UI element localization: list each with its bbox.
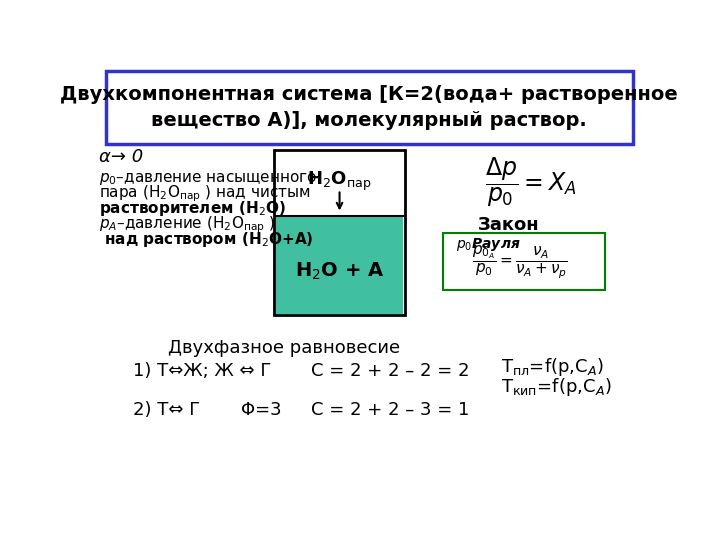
Text: Т$_{\rm кип}$=f(p,C$_A$): Т$_{\rm кип}$=f(p,C$_A$) [500,376,611,397]
Text: Т$_{\rm пл}$=f(p,C$_A$): Т$_{\rm пл}$=f(p,C$_A$) [500,356,603,377]
Bar [276,151,403,217]
Text: Двухфазное равновесие: Двухфазное равновесие [168,339,400,357]
Text: С = 2 + 2 – 3 = 1: С = 2 + 2 – 3 = 1 [311,401,469,418]
Text: С = 2 + 2 – 2 = 2: С = 2 + 2 – 2 = 2 [311,362,469,380]
Bar [106,71,632,144]
Text: 1) Т⇔Ж; Ж ⇔ Г: 1) Т⇔Ж; Ж ⇔ Г [132,362,271,380]
Text: $\dfrac{\Delta p}{p_0} = X_A$: $\dfrac{\Delta p}{p_0} = X_A$ [485,155,577,208]
Text: H$_2$O$_{\rm пар}$: H$_2$O$_{\rm пар}$ [307,170,372,193]
Bar [443,233,606,291]
Text: Φ=3: Φ=3 [241,401,282,418]
Text: пара (H$_2$O$_{\rm пар}$ ) над чистым: пара (H$_2$O$_{\rm пар}$ ) над чистым [99,183,311,204]
Text: $p_0$Рауля: $p_0$Рауля [456,235,521,253]
Bar [276,217,403,314]
Text: $\boldsymbol{p_0}$–давление насыщенного: $\boldsymbol{p_0}$–давление насыщенного [99,171,318,187]
Text: растворителем (H$_2$O): растворителем (H$_2$O) [99,199,287,218]
Text: Двухкомпонентная система [К=2(вода+ растворенное: Двухкомпонентная система [К=2(вода+ раст… [60,85,678,104]
Text: H$_2$O + A: H$_2$O + A [295,260,384,282]
Text: над раствором (H$_2$O+A): над раствором (H$_2$O+A) [99,230,314,249]
Bar [274,150,405,315]
Text: $\dfrac{p_{0_A}}{p_0} = \dfrac{\nu_A}{\nu_A + \nu_p}$: $\dfrac{p_{0_A}}{p_0} = \dfrac{\nu_A}{\n… [472,244,568,280]
Text: вещество А)], молекулярный раствор.: вещество А)], молекулярный раствор. [151,111,587,130]
Text: $\boldsymbol{p_A}$–давление (H$_2$O$_{\rm пар}$ ): $\boldsymbol{p_A}$–давление (H$_2$O$_{\r… [99,215,276,235]
Text: Закон: Закон [477,216,539,234]
Text: α→ 0: α→ 0 [99,148,143,166]
Text: 2) Т⇔ Г: 2) Т⇔ Г [132,401,199,418]
